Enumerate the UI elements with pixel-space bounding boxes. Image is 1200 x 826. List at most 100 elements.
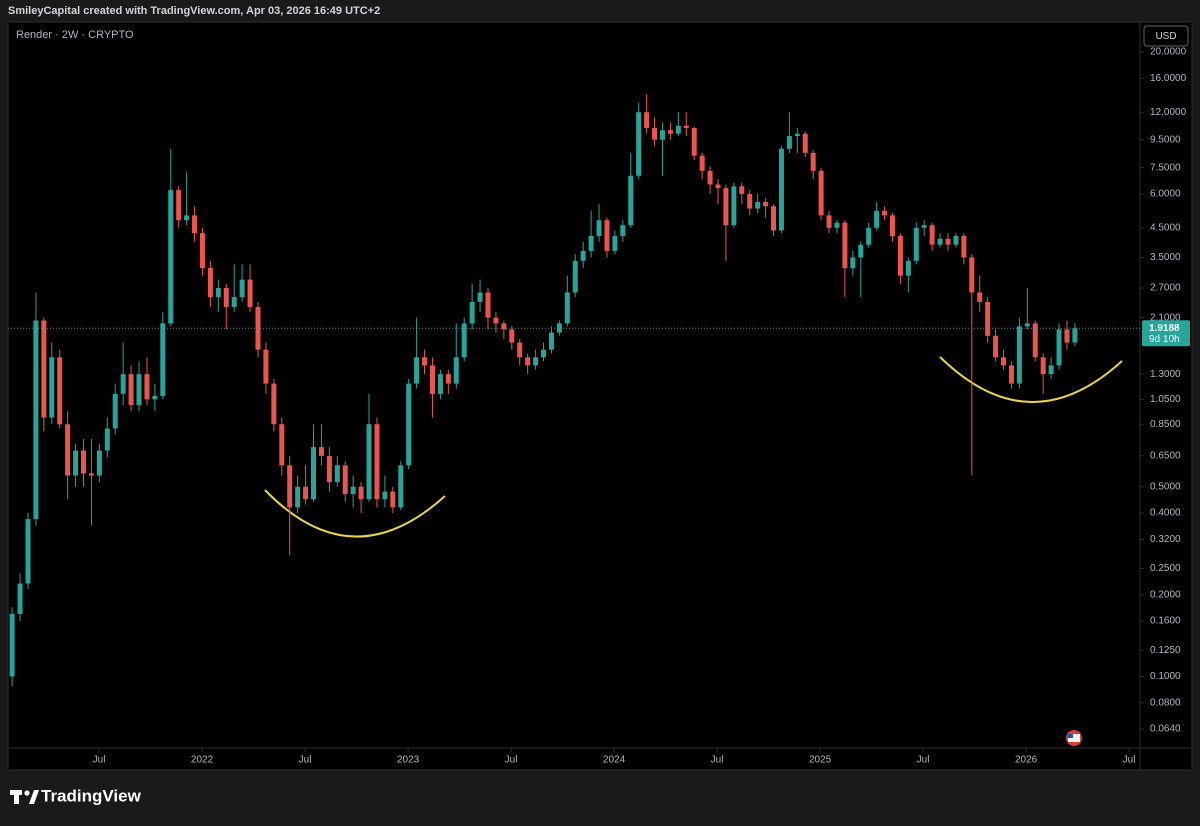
candle-body (199, 233, 205, 268)
candle-body (152, 396, 158, 400)
y-tick-label: 9.5000 (1150, 134, 1181, 145)
currency-label: USD (1155, 31, 1176, 42)
candle-body (1016, 326, 1022, 384)
x-tick-label: 2026 (1015, 755, 1038, 766)
y-tick-label: 0.0640 (1150, 724, 1181, 735)
candle-body (548, 332, 554, 350)
candle-body (1056, 329, 1062, 366)
y-tick-label: 0.5000 (1150, 481, 1181, 492)
candle-body (850, 257, 856, 268)
candle-body (477, 292, 483, 302)
candle-body (263, 349, 269, 384)
candle-body (1048, 365, 1054, 375)
x-tick-label: Jul (505, 755, 518, 766)
logo-part (29, 790, 39, 804)
candle-body (390, 491, 396, 508)
countdown-label: 9d 10h (1149, 334, 1180, 345)
brand-logo (10, 790, 39, 804)
candle-body (509, 329, 515, 343)
candle-body (136, 374, 142, 406)
y-tick-label: 1.3000 (1150, 369, 1181, 380)
y-tick-label: 0.8500 (1150, 419, 1181, 430)
candle-body (993, 335, 999, 358)
candle-body (1064, 329, 1070, 343)
candle-body (1072, 328, 1078, 343)
candle-body (937, 238, 943, 245)
candle-body (1001, 357, 1007, 366)
candle-body (303, 486, 309, 500)
candle-body (945, 238, 951, 245)
y-tick-label: 0.6500 (1150, 450, 1181, 461)
cup-curve (939, 356, 1123, 403)
candle-body (731, 186, 737, 226)
x-tick-label: 2024 (603, 755, 626, 766)
candle-body (858, 244, 864, 258)
candle-body (588, 235, 594, 251)
plot (8, 94, 1140, 687)
candle-body (874, 210, 880, 228)
candle-body (723, 188, 729, 226)
candle-body (1032, 323, 1038, 358)
candle-body (707, 170, 713, 185)
candle-body (144, 374, 150, 400)
candle-body (628, 175, 634, 226)
candle-body (398, 465, 404, 508)
candle-body (818, 170, 824, 216)
candle-body (318, 447, 324, 456)
drawings (264, 356, 1123, 538)
candle-body (160, 323, 166, 397)
candle-body (977, 292, 983, 302)
candle-body (596, 220, 602, 236)
candle-body (453, 357, 459, 384)
candle-body (414, 357, 420, 384)
flag-icon-canton (1068, 734, 1073, 738)
candle-body (771, 206, 777, 231)
y-tick-label: 16.0000 (1150, 73, 1187, 84)
candle-body (311, 447, 317, 500)
candle-body (374, 424, 380, 500)
candle-body (897, 235, 903, 276)
candle-body (445, 374, 451, 384)
candle-body (866, 227, 872, 245)
y-tick-label: 1.0500 (1150, 394, 1181, 405)
y-tick-label: 0.3200 (1150, 534, 1181, 545)
candle-body (223, 288, 229, 307)
candle-body (128, 374, 134, 406)
candle-body (176, 190, 182, 221)
candle-body (501, 323, 507, 330)
candle-body (834, 222, 840, 228)
currency-button[interactable] (1143, 25, 1189, 47)
candle-body (120, 374, 126, 394)
candle-body (747, 193, 753, 209)
candle-body (49, 357, 55, 418)
brand-name: TradingView (41, 786, 142, 805)
candle-body (168, 190, 174, 324)
candle-body (326, 455, 332, 483)
candle-body (683, 125, 689, 128)
candle-body (1008, 365, 1014, 384)
candle-body (57, 357, 63, 425)
candle-body (541, 349, 547, 358)
candle-body (215, 288, 221, 298)
x-tick-label: Jul (1123, 755, 1136, 766)
x-tick-label: Jul (93, 755, 106, 766)
candle-body (889, 215, 895, 236)
y-tick-label: 0.1000 (1150, 671, 1181, 682)
candle-body (17, 583, 23, 614)
candle-body (33, 320, 39, 520)
candle-body (207, 267, 213, 298)
candle-body (429, 365, 435, 394)
candle-body (334, 465, 340, 483)
candle-body (1040, 357, 1046, 375)
candle-body (699, 155, 705, 171)
candle-body (755, 202, 761, 209)
y-tick-label: 0.2500 (1150, 563, 1181, 574)
candle-body (493, 317, 499, 324)
y-tick-label: 20.0000 (1150, 47, 1187, 58)
x-tick-label: Jul (711, 755, 724, 766)
x-tick-label: 2023 (397, 755, 420, 766)
candle-body (485, 292, 491, 318)
y-tick-label: 0.1250 (1150, 645, 1181, 656)
candle-body (422, 357, 428, 366)
candle-body (350, 486, 356, 495)
